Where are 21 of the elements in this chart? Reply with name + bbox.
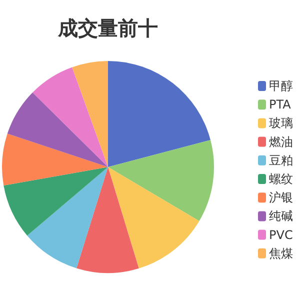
pie-slice (76, 167, 139, 273)
legend-label: PVC (269, 228, 293, 242)
pie-slice (108, 61, 210, 167)
pie-slice (32, 67, 108, 167)
pie-slice (4, 167, 108, 236)
legend-label: 豆粕 (269, 153, 293, 168)
chart-title: 成交量前十 (57, 16, 158, 40)
legend-label: 沪银 (269, 190, 293, 205)
legend-label: 玻璃 (269, 116, 293, 130)
legend-label: 燃油 (269, 134, 293, 149)
legend-label: 纯碱 (269, 209, 293, 224)
pie-slice (7, 92, 108, 167)
legend-label: PTA (269, 98, 292, 112)
legend-label: 螺纹 (269, 172, 293, 186)
pie-slice (27, 167, 108, 268)
pie-slice (108, 140, 214, 221)
legend-label: 甲醇 (269, 79, 293, 93)
pie-slice (2, 134, 108, 186)
pie-slice (72, 61, 108, 167)
legend-label: 焦煤 (269, 246, 293, 260)
pie-slice (108, 167, 200, 268)
